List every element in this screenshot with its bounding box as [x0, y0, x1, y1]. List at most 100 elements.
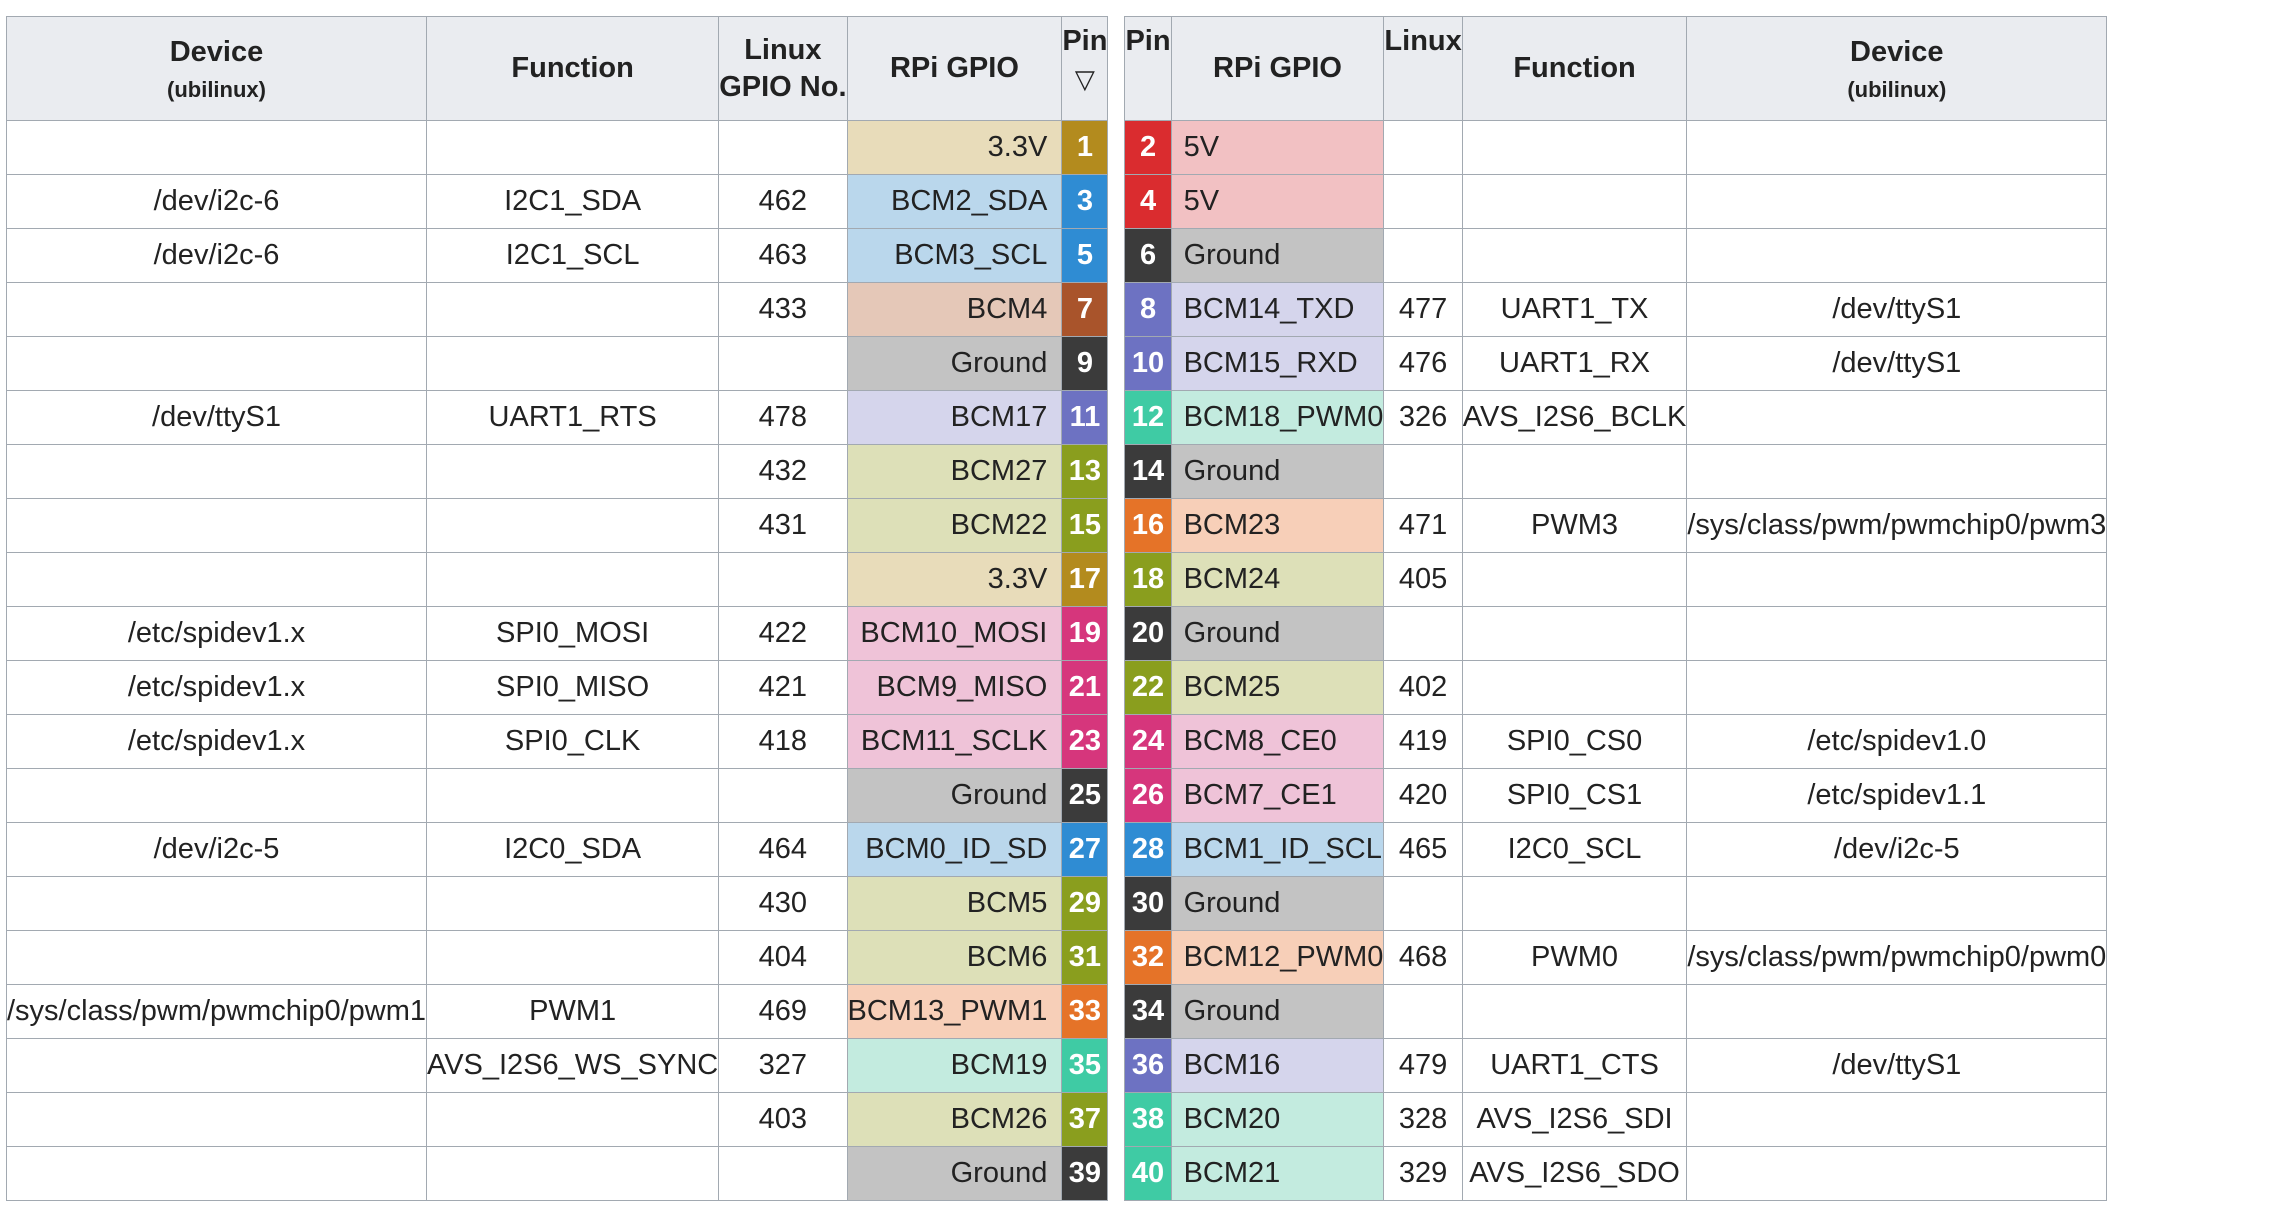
right-rpi-gpio-cell: Ground — [1170, 876, 1385, 931]
table-row: /etc/spidev1.x SPI0_CLK 418 BCM11_SCLK 23 24 B… — [6, 714, 2108, 769]
left-function-cell: SPI0_MOSI — [425, 606, 720, 661]
left-pin-number: 33 — [1061, 984, 1109, 1039]
gap-cell — [1107, 1092, 1126, 1147]
left-rpi-gpio-cell: BCM3_SCL — [846, 228, 1063, 283]
left-device-cell: /dev/ttyS1 — [6, 390, 427, 445]
left-rpi-gpio-cell: BCM2_SDA — [846, 174, 1063, 229]
left-rpi-gpio-cell: BCM22 — [846, 498, 1063, 553]
left-rpi-gpio-cell: BCM17 — [846, 390, 1063, 445]
table-row: /dev/i2c-6 I2C1_SDA 462 BCM2_SDA 3 4 5V — [6, 174, 2108, 229]
gap-cell — [1107, 768, 1126, 823]
header-pin-left[interactable]: Pin ▽ — [1061, 16, 1109, 121]
right-device-cell: /dev/ttyS1 — [1686, 1038, 2108, 1093]
header-rpi-gpio-left[interactable]: RPi GPIO — [846, 16, 1063, 121]
right-function-cell — [1461, 120, 1688, 175]
left-linux-gpio-cell — [718, 120, 848, 175]
left-function-cell — [425, 282, 720, 337]
left-function-cell: UART1_RTS — [425, 390, 720, 445]
left-device-cell: /sys/class/pwm/pwmchip0/pwm1 — [6, 984, 427, 1039]
right-pin-number: 10 — [1124, 336, 1172, 391]
right-function-cell — [1461, 876, 1688, 931]
left-rpi-gpio-cell: Ground — [846, 1146, 1063, 1201]
left-pin-number: 39 — [1061, 1146, 1109, 1201]
right-function-cell — [1461, 444, 1688, 499]
right-pin-number: 18 — [1124, 552, 1172, 607]
right-linux-gpio-cell: 329 — [1383, 1146, 1463, 1201]
right-linux-gpio-cell: 326 — [1383, 390, 1463, 445]
header-pin-right[interactable]: Pin — [1124, 16, 1172, 121]
gap-cell — [1107, 120, 1126, 175]
right-linux-gpio-cell: 465 — [1383, 822, 1463, 877]
left-linux-gpio-cell: 421 — [718, 660, 848, 715]
left-linux-gpio-cell: 418 — [718, 714, 848, 769]
right-device-cell — [1686, 876, 2108, 931]
gap-cell — [1107, 282, 1126, 337]
left-pin-number: 23 — [1061, 714, 1109, 769]
header-device-left[interactable]: Device (ubilinux) — [6, 16, 427, 121]
right-rpi-gpio-cell: BCM18_PWM0 — [1170, 390, 1385, 445]
header-function-right[interactable]: Function — [1461, 16, 1688, 121]
left-rpi-gpio-cell: BCM19 — [846, 1038, 1063, 1093]
left-rpi-gpio-cell: BCM5 — [846, 876, 1063, 931]
left-linux-gpio-cell: 433 — [718, 282, 848, 337]
right-function-cell: PWM0 — [1461, 930, 1688, 985]
right-function-cell: SPI0_CS1 — [1461, 768, 1688, 823]
right-pin-number: 14 — [1124, 444, 1172, 499]
gap-cell — [1107, 174, 1126, 229]
left-linux-gpio-cell — [718, 768, 848, 823]
header-linux-gpio-left[interactable]: Linux GPIO No. — [718, 16, 848, 121]
left-function-cell: PWM1 — [425, 984, 720, 1039]
header-row: Device (ubilinux) Function Linux GPIO No. … — [6, 16, 2108, 121]
left-function-cell: I2C0_SDA — [425, 822, 720, 877]
sort-indicator-icon[interactable]: ▽ — [1074, 64, 1095, 95]
header-linux-right[interactable]: Linux — [1383, 16, 1463, 121]
left-function-cell — [425, 876, 720, 931]
left-rpi-gpio-cell: BCM27 — [846, 444, 1063, 499]
left-device-cell — [6, 444, 427, 499]
header-rpi-gpio-right[interactable]: RPi GPIO — [1170, 16, 1385, 121]
left-rpi-gpio-cell: Ground — [846, 768, 1063, 823]
right-linux-gpio-cell: 420 — [1383, 768, 1463, 823]
right-rpi-gpio-cell: BCM25 — [1170, 660, 1385, 715]
right-rpi-gpio-cell: BCM12_PWM0 — [1170, 930, 1385, 985]
table-row: /etc/spidev1.x SPI0_MOSI 422 BCM10_MOSI 19 20… — [6, 606, 2108, 661]
right-rpi-gpio-cell: Ground — [1170, 228, 1385, 283]
right-linux-gpio-cell: 328 — [1383, 1092, 1463, 1147]
table-row: /dev/i2c-6 I2C1_SCL 463 BCM3_SCL 5 6 Ground — [6, 228, 2108, 283]
right-pin-number: 20 — [1124, 606, 1172, 661]
right-rpi-gpio-cell: BCM14_TXD — [1170, 282, 1385, 337]
right-linux-gpio-cell — [1383, 876, 1463, 931]
right-pin-number: 8 — [1124, 282, 1172, 337]
table-row: 403 BCM26 37 38 BCM20 328 AVS_I2S6_SDI — [6, 1092, 2108, 1147]
table-row: /dev/ttyS1 UART1_RTS 478 BCM17 11 12 BCM18_PWM… — [6, 390, 2108, 445]
left-pin-number: 31 — [1061, 930, 1109, 985]
pinout-table-container: Device (ubilinux) Function Linux GPIO No. … — [6, 16, 2108, 1201]
header-gap — [1107, 16, 1126, 121]
table-row: Ground 39 40 BCM21 329 AVS_I2S6_SDO — [6, 1146, 2108, 1201]
table-row: 3.3V 1 2 5V — [6, 120, 2108, 175]
left-linux-gpio-cell: 327 — [718, 1038, 848, 1093]
right-linux-gpio-cell: 402 — [1383, 660, 1463, 715]
left-device-cell — [6, 876, 427, 931]
header-device-right[interactable]: Device (ubilinux) — [1686, 16, 2108, 121]
right-device-cell — [1686, 552, 2108, 607]
left-function-cell — [425, 444, 720, 499]
left-device-cell — [6, 336, 427, 391]
right-linux-gpio-cell — [1383, 120, 1463, 175]
right-function-cell — [1461, 174, 1688, 229]
left-rpi-gpio-cell: BCM10_MOSI — [846, 606, 1063, 661]
right-rpi-gpio-cell: BCM15_RXD — [1170, 336, 1385, 391]
right-function-cell: PWM3 — [1461, 498, 1688, 553]
table-row: 430 BCM5 29 30 Ground — [6, 876, 2108, 931]
header-function-left[interactable]: Function — [425, 16, 720, 121]
gap-cell — [1107, 444, 1126, 499]
table-row: AVS_I2S6_WS_SYNC 327 BCM19 35 36 BCM16 479 UART… — [6, 1038, 2108, 1093]
right-function-cell — [1461, 606, 1688, 661]
left-function-cell — [425, 1092, 720, 1147]
left-rpi-gpio-cell: Ground — [846, 336, 1063, 391]
left-function-cell — [425, 930, 720, 985]
left-function-cell — [425, 498, 720, 553]
right-device-cell: /sys/class/pwm/pwmchip0/pwm3 — [1686, 498, 2108, 553]
left-pin-number: 9 — [1061, 336, 1109, 391]
gap-cell — [1107, 876, 1126, 931]
